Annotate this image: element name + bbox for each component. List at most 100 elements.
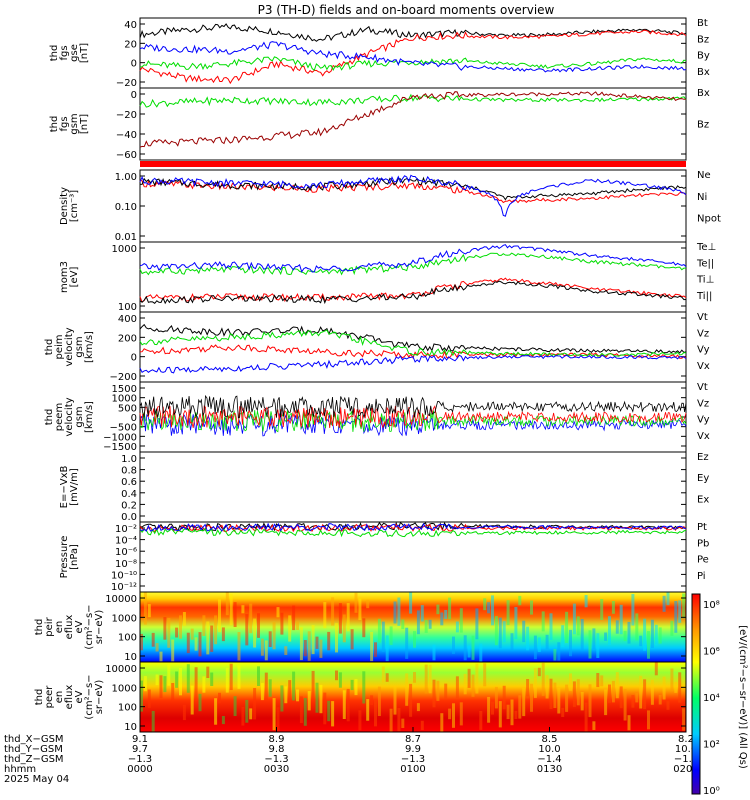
legend-bz: Bz [697,119,709,130]
y-tick-label: 0.4 [121,489,137,500]
y-tick-label: 20 [124,39,137,50]
y-tick-label: 0.0 [121,512,137,523]
y-tick-label: 10⁻² [115,524,137,535]
legend-bx: Bx [697,88,710,99]
y-tick-label: 0 [131,90,137,101]
panel-efield: 1.00.80.60.40.20.0 E=−VxB [mV/m] Ez Ey Ex [59,451,709,523]
y-tick-label: 0 [131,353,137,364]
y-tick-label: 0 [131,413,137,424]
y-axis-label: E=−VxB [59,466,70,509]
y-tick-label: 10⁻⁸ [115,559,137,570]
legend-vz: Vz [697,328,709,339]
panel-peir-spec: 10000 1000 100 10 thd peir en eflux eV (cm²−s− sr−… [34,591,687,663]
legend-te: Te⊥ [696,242,716,253]
y-tick-label: 1000 [112,613,137,624]
series-pressure-pi [139,522,687,532]
series-peem-velocity-trace [139,412,687,437]
y-axis-label: gsm [69,113,80,134]
series-peem-velocity-trace [139,405,687,429]
legend-bt: Bt [697,18,708,29]
y-tick-label: 1000 [112,683,137,694]
colorbar-tick: 10⁸ [703,600,720,611]
y-tick-label: 10000 [105,594,137,605]
x-axis-row-label: thd_Y−GSM [4,744,63,755]
y-tick-label: −60 [116,150,137,161]
y-tick-label: 0.01 [115,232,137,243]
legend-vz: Vz [697,398,709,409]
x-tick-xgsm: 9.1 [132,734,148,745]
figure-title: P3 (TH-D) fields and on-board moments ov… [258,3,555,17]
series-fgs-gse-bz [139,29,687,85]
y-tick-label: 10000 [105,664,137,675]
colorbar-tick: 10⁴ [703,693,720,704]
series-pressure-pb [139,523,687,533]
series-density-npot [139,174,687,217]
panel-fgs-gse: 40 20 0 −20 thd fgs gse [nT] Bt Bz By Bx [49,17,710,89]
x-tick-time: 0000 [127,764,152,775]
y-axis-label: sr−eV) [94,610,105,645]
legend-by: By [697,51,710,62]
series-fgs-gse-bt [139,23,687,42]
y-tick-label: −200 [110,372,137,383]
y-axis-label: mom3 [59,261,70,293]
legend-vx: Vx [697,431,710,442]
series-temperature-ti [139,252,686,276]
x-tick-time: 0030 [264,764,289,775]
x-tick-ygsm: 9.8 [269,744,285,755]
y-tick-label: 10⁻¹⁰ [111,570,137,581]
colorbar-tick: 10⁰ [703,786,720,797]
y-axis-label: eV [74,620,85,633]
x-tick-xgsm: 8.2 [678,734,694,745]
y-axis-label: (cm²−s− [84,604,95,649]
series-pressure-pe [139,527,687,538]
panel-frame [139,87,687,161]
series-temperature-te [139,277,687,303]
legend-bx: Bx [697,67,710,78]
y-axis-label: [nT] [79,43,90,63]
y-tick-label: 100 [118,302,137,313]
y-tick-label: −500 [110,423,137,434]
panel-peim-velocity: 400 200 0 −200 thd peim velocity gsm [km/s] Vt Vz V… [44,311,710,383]
y-tick-label: 1500 [112,384,137,395]
series-fgs-gsm-bz [139,91,687,148]
y-axis-label: gsm [74,336,85,357]
colorbar: [eV/(cm²−s−sr−eV)] (All Qs) 10⁸ 10⁶ 10⁴ 10²… [691,593,748,797]
panel-frame [139,451,687,523]
y-tick-label: 200 [118,333,137,344]
x-tick-time: 0200 [673,764,698,775]
legend-ez: Ez [697,452,709,463]
legend-vx: Vx [697,361,710,372]
y-axis-label: [km/s] [84,331,95,363]
y-axis-label: thd [34,619,45,636]
y-axis-label: en [54,621,65,634]
x-tick-ygsm: 9.9 [405,744,421,755]
y-tick-label: 40 [124,20,137,31]
legend-ne: Ne [697,170,711,181]
x-tick-time: 0130 [537,764,562,775]
y-axis-label: [km/s] [84,401,95,433]
panel-fgs-gsm: 0 −20 −40 −60 thd fgs gsm [nT] Bx Bz [49,87,710,161]
series-density-ni [139,176,687,201]
y-axis-label: Pressure [59,536,70,579]
x-axis-row-label: thd_Z−GSM [4,754,64,765]
y-axis-label: fgs [59,45,70,60]
y-axis-label: thd [44,409,55,426]
colorbar-gradient [691,593,701,795]
legend-vt: Vt [697,312,708,323]
series-density-ne [139,179,687,204]
series-peim-velocity-vx [139,354,687,374]
y-tick-label: −20 [116,78,137,89]
y-tick-label: 0.2 [121,500,137,511]
y-axis-label: thd [44,339,55,356]
spectrogram-texture [140,592,686,662]
y-axis-label: [nPa] [69,544,80,570]
y-axis-label: eV [74,690,85,703]
x-tick-zgsm: −1.3 [128,754,152,765]
y-tick-label: 1000 [112,244,137,255]
legend-ex: Ex [697,494,709,505]
